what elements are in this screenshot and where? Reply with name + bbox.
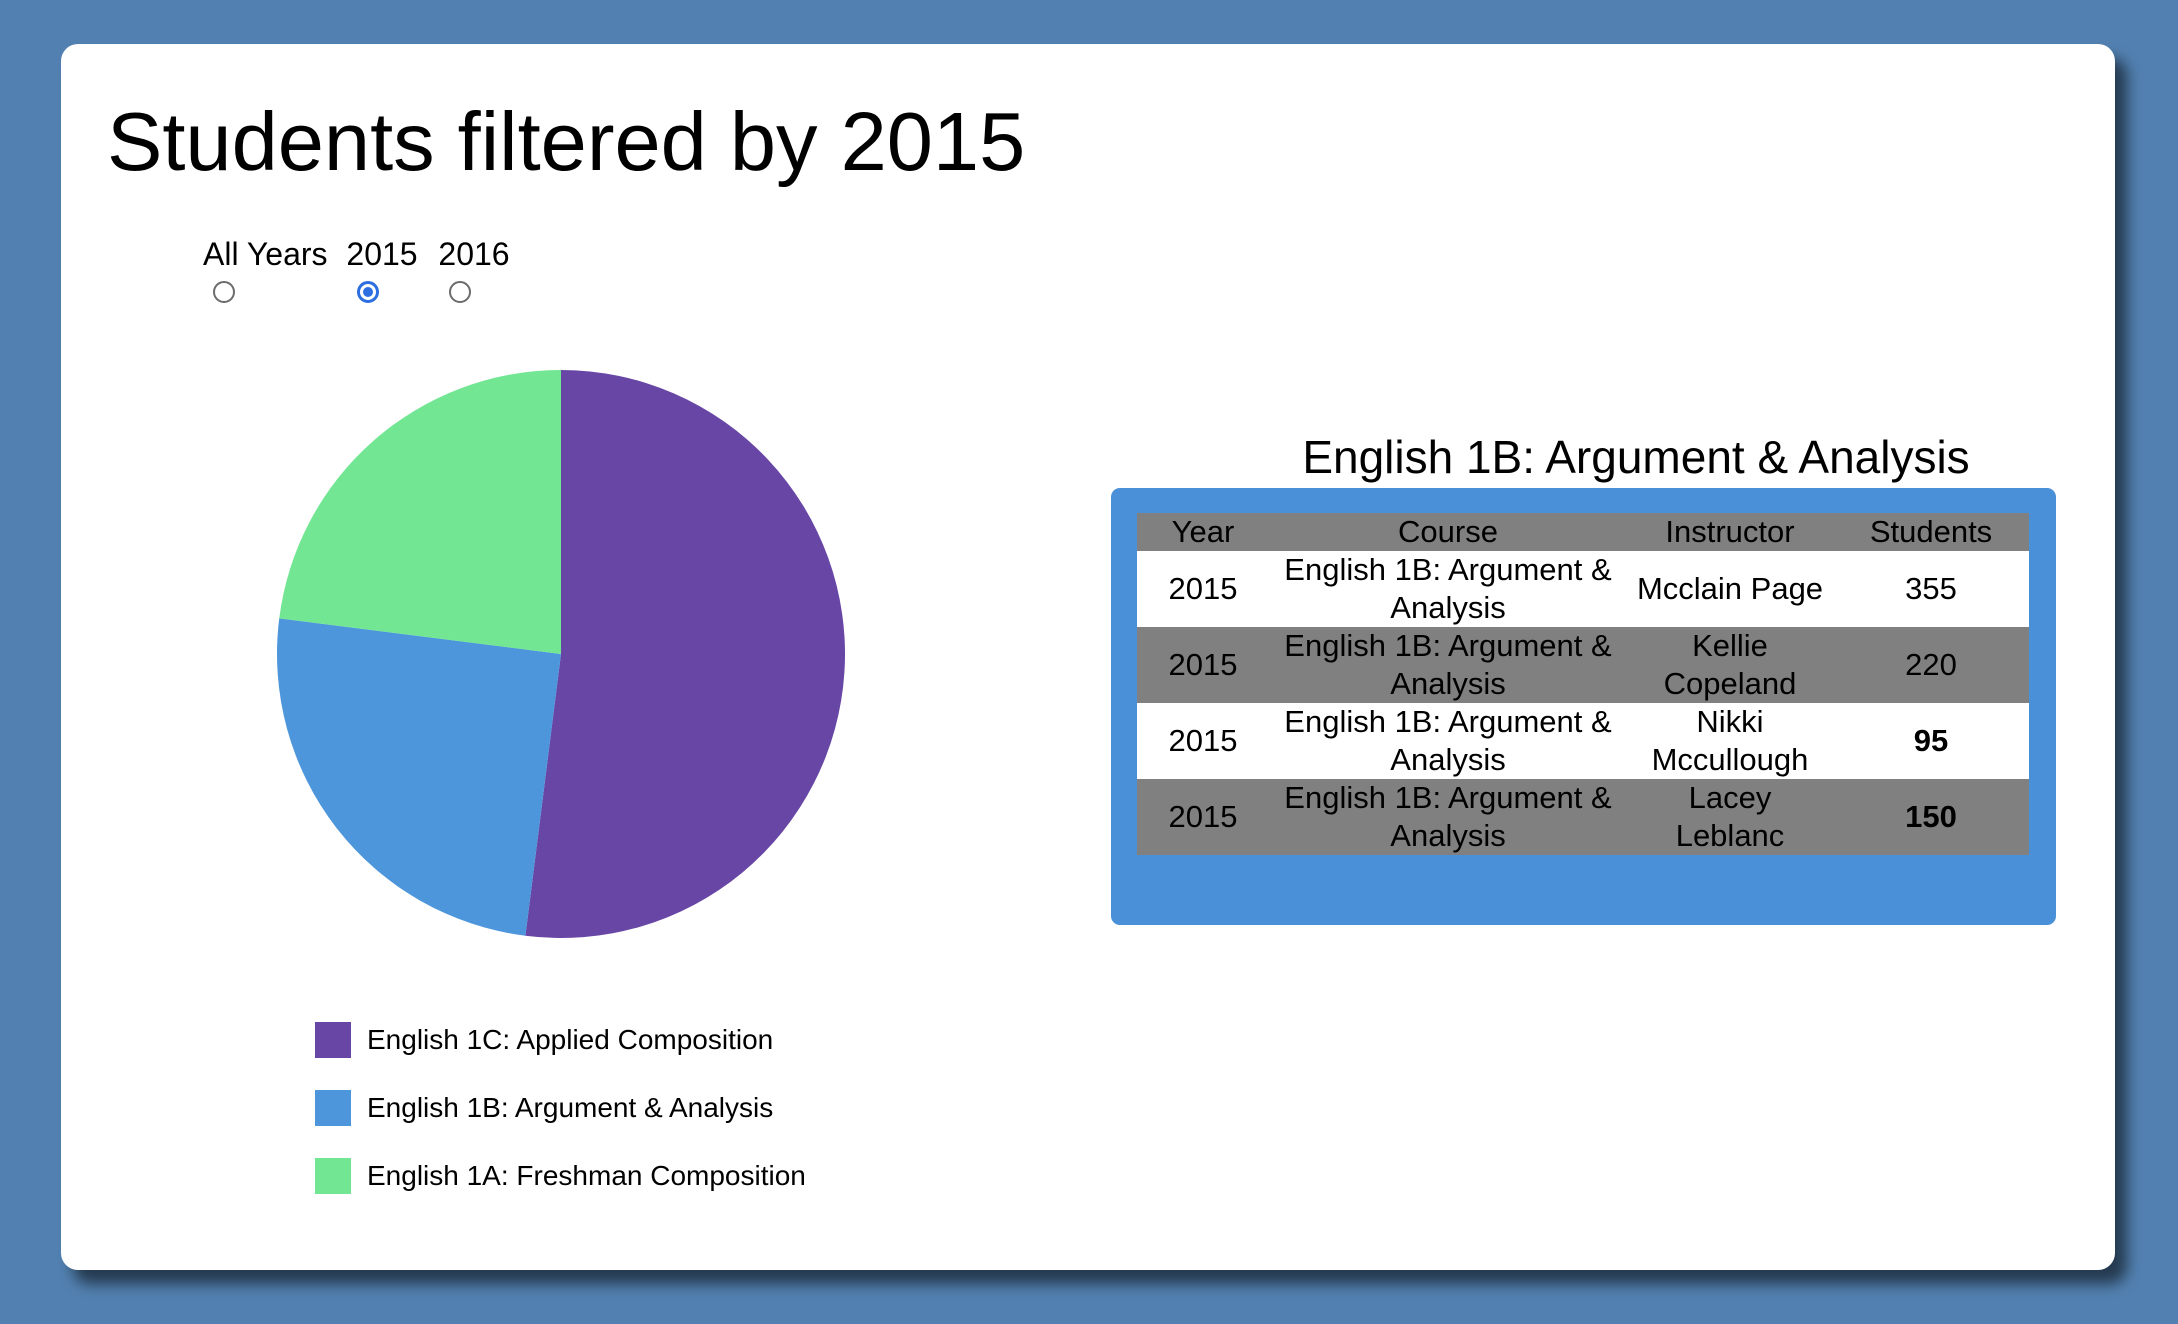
table-row[interactable]: 2015 English 1B: Argument & Analysis Nik… <box>1137 703 2029 779</box>
pie-slice[interactable] <box>279 370 561 654</box>
cell-students: 220 <box>1833 627 2029 703</box>
radio-button-2015[interactable] <box>357 281 379 303</box>
legend-swatch <box>315 1158 351 1194</box>
pie-slice[interactable] <box>277 618 561 936</box>
cell-year: 2015 <box>1137 779 1269 855</box>
table-row[interactable]: 2015 English 1B: Argument & Analysis Lac… <box>1137 779 2029 855</box>
cell-course: English 1B: Argument & Analysis <box>1269 703 1627 779</box>
cell-instructor: Nikki Mccullough <box>1627 703 1833 779</box>
cell-course: English 1B: Argument & Analysis <box>1269 627 1627 703</box>
table-row[interactable]: 2015 English 1B: Argument & Analysis Kel… <box>1137 627 2029 703</box>
cell-instructor: Kellie Copeland <box>1627 627 1833 703</box>
radio-button-2016[interactable] <box>449 281 471 303</box>
cell-year: 2015 <box>1137 703 1269 779</box>
column-header-students[interactable]: Students <box>1833 513 2029 551</box>
cell-year: 2015 <box>1137 551 1269 627</box>
table-header-row: Year Course Instructor Students <box>1137 513 2029 551</box>
radio-label-2016: 2016 <box>438 236 510 272</box>
table-title: English 1B: Argument & Analysis <box>1302 431 1970 483</box>
legend-swatch <box>315 1090 351 1126</box>
radio-label-all-years: All Years <box>203 236 328 272</box>
radio-2015[interactable]: 2015 <box>345 234 419 303</box>
cell-course: English 1B: Argument & Analysis <box>1269 551 1627 627</box>
cell-instructor: Mcclain Page <box>1627 551 1833 627</box>
cell-students: 150 <box>1833 779 2029 855</box>
radio-button-all-years[interactable] <box>213 281 235 303</box>
column-header-course[interactable]: Course <box>1269 513 1627 551</box>
legend-label: English 1B: Argument & Analysis <box>367 1092 774 1123</box>
cell-instructor: Lacey Leblanc <box>1627 779 1833 855</box>
cell-year: 2015 <box>1137 627 1269 703</box>
radio-2016[interactable]: 2016 <box>437 234 511 303</box>
dashboard-card: Students filtered by 2015 All Years 2015… <box>61 44 2115 1270</box>
radio-all-years[interactable]: All Years <box>203 234 328 303</box>
pie-chart-svg <box>277 370 846 938</box>
cell-course: English 1B: Argument & Analysis <box>1269 779 1627 855</box>
pie-slice[interactable] <box>525 370 846 938</box>
pie-chart <box>271 364 851 944</box>
data-table: Year Course Instructor Students 2015 Eng… <box>1137 513 2029 855</box>
table-panel: Year Course Instructor Students 2015 Eng… <box>1111 488 2056 925</box>
table-row[interactable]: 2015 English 1B: Argument & Analysis Mcc… <box>1137 551 2029 627</box>
column-header-year[interactable]: Year <box>1137 513 1269 551</box>
legend-label: English 1A: Freshman Composition <box>367 1160 806 1191</box>
legend-swatch <box>315 1022 351 1058</box>
radio-label-2015: 2015 <box>346 236 418 272</box>
page-title: Students filtered by 2015 <box>107 95 1026 188</box>
column-header-instructor[interactable]: Instructor <box>1627 513 1833 551</box>
cell-students: 95 <box>1833 703 2029 779</box>
cell-students: 355 <box>1833 551 2029 627</box>
legend-label: English 1C: Applied Composition <box>367 1024 774 1055</box>
